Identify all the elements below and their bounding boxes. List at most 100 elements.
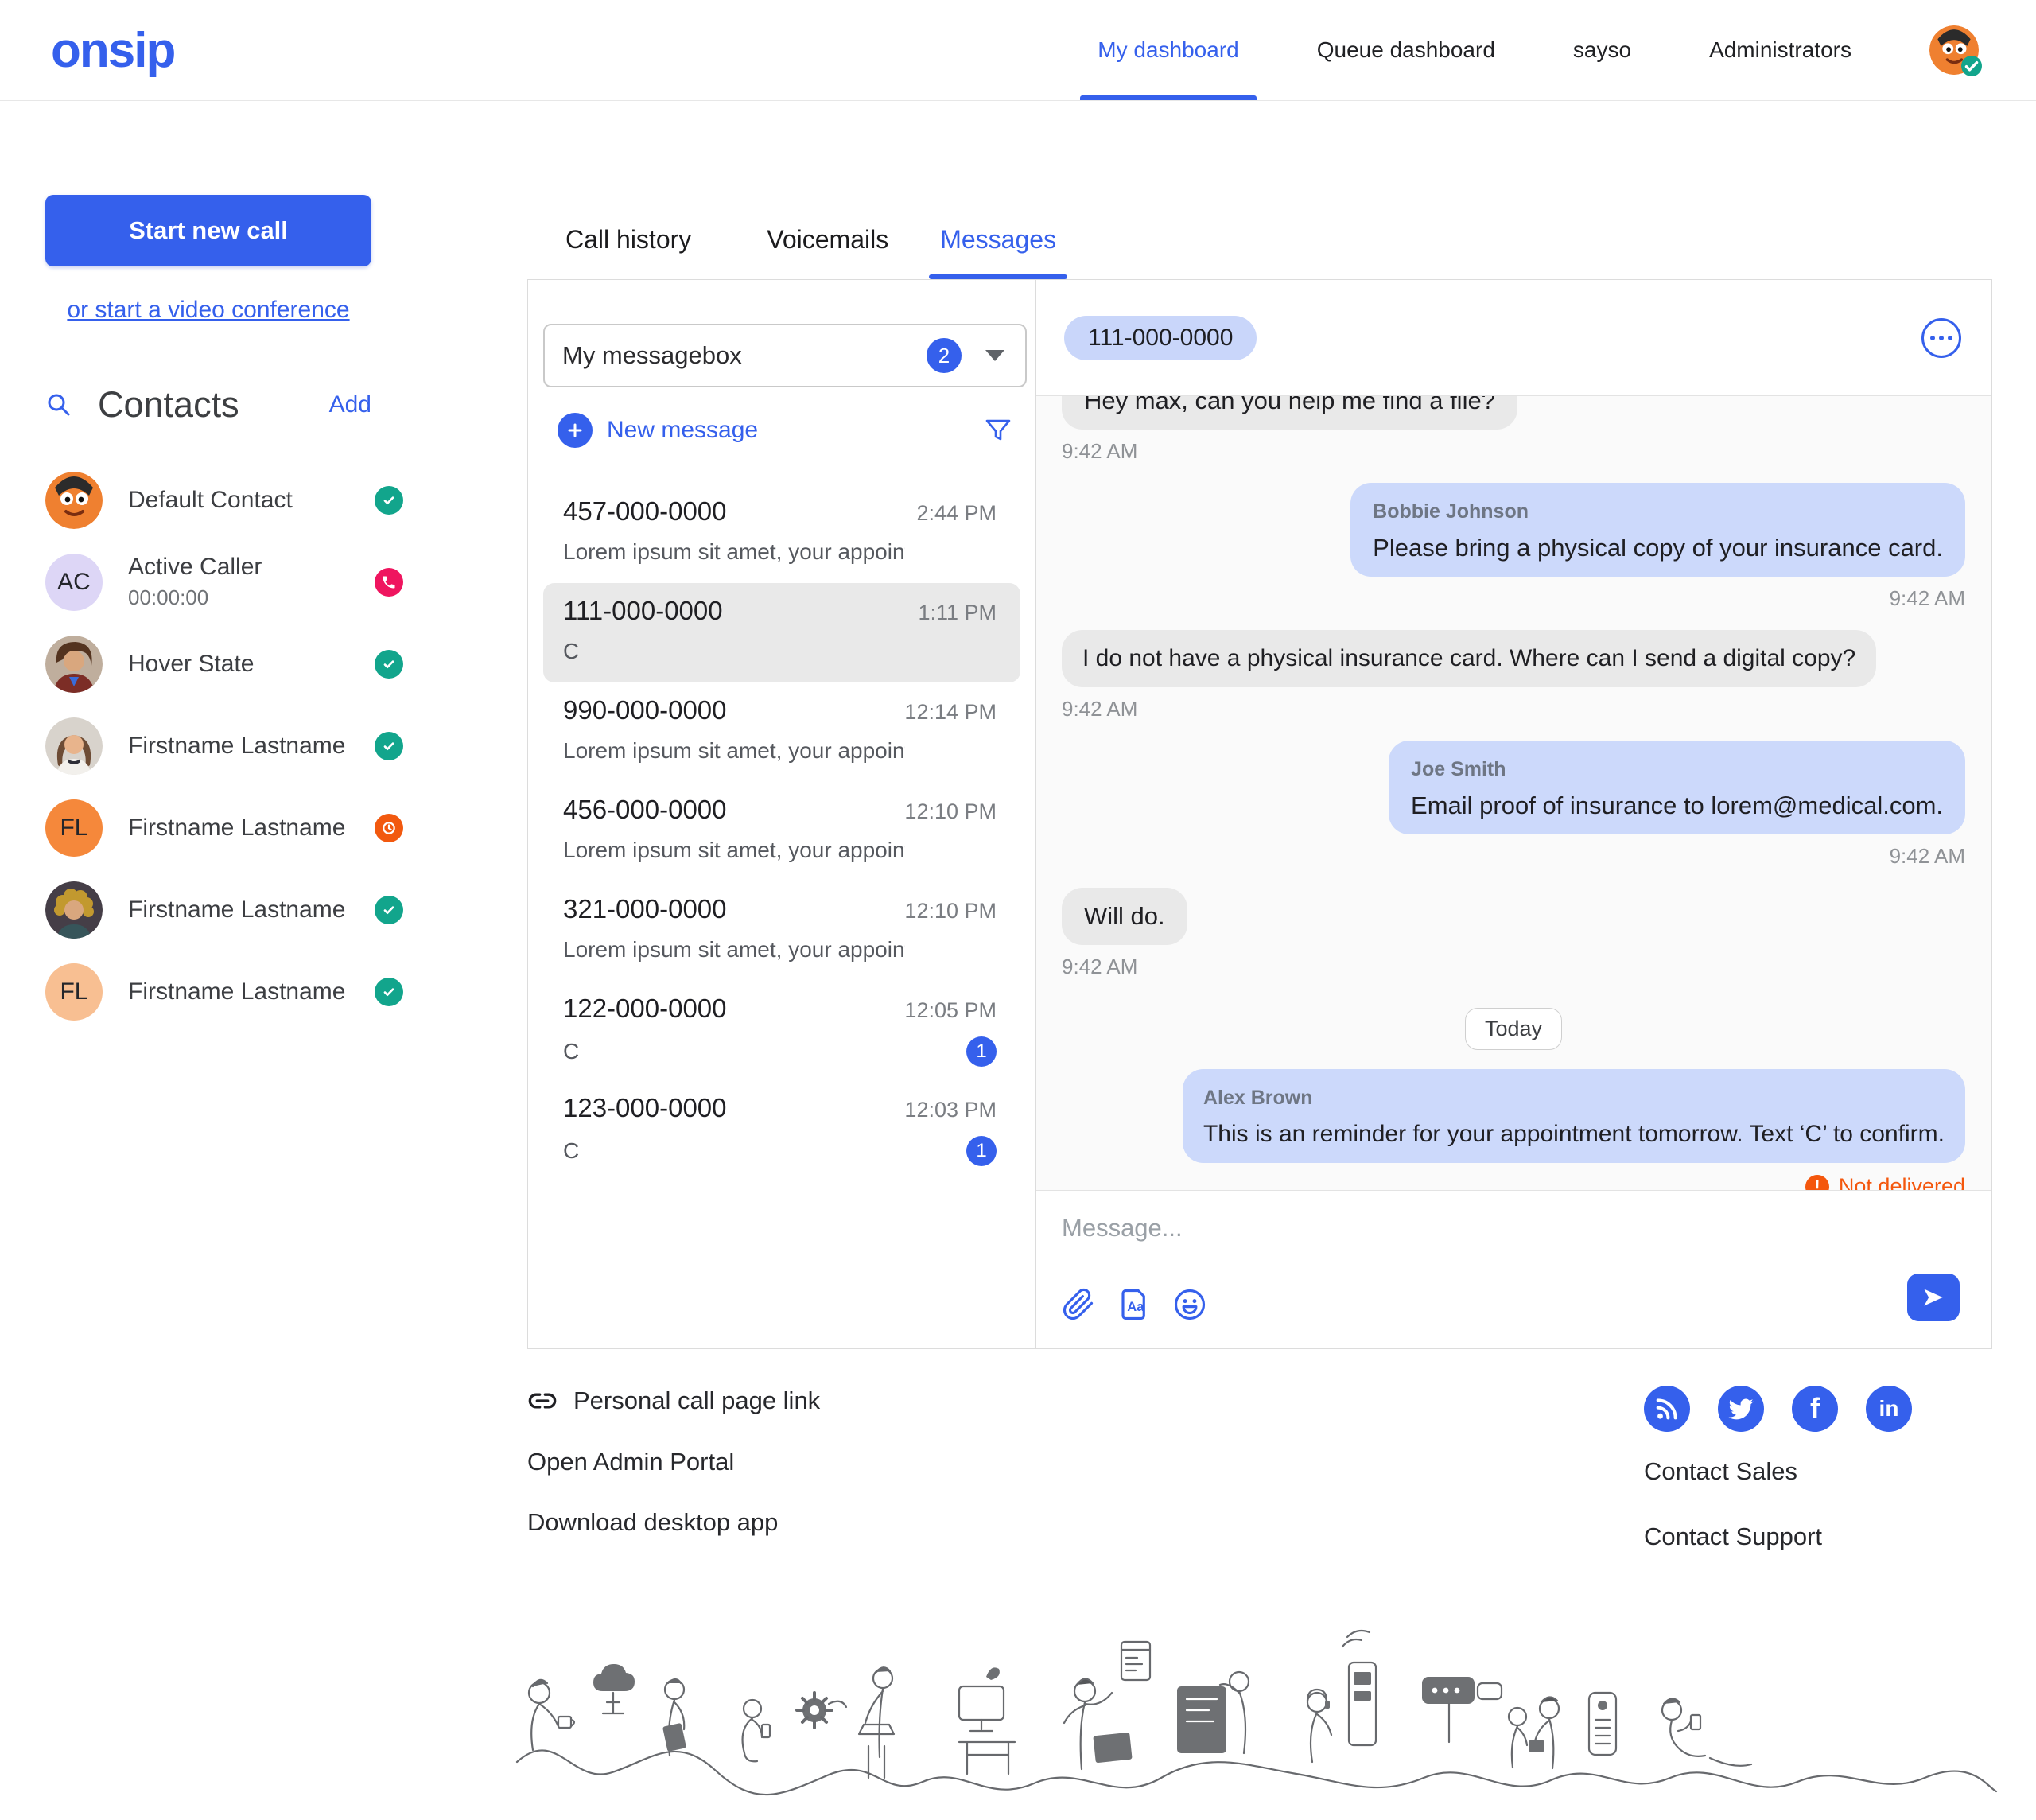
new-message-button[interactable]: New message bbox=[607, 417, 759, 443]
messagebox-selector[interactable]: My messagebox 2 bbox=[543, 324, 1027, 387]
personal-call-page-link[interactable]: Personal call page link bbox=[527, 1386, 820, 1416]
link-icon bbox=[528, 1393, 557, 1409]
check-icon bbox=[1964, 60, 1979, 72]
open-admin-portal-link[interactable]: Open Admin Portal bbox=[527, 1448, 820, 1476]
status-available-icon bbox=[375, 977, 403, 1006]
contact-default-contact[interactable]: Default Contact bbox=[45, 459, 403, 541]
message-bubble: Bobbie Johnson Please bring a physical c… bbox=[1350, 483, 1965, 577]
message-history[interactable]: Hey max, can you help me find a file? 9:… bbox=[1036, 396, 1991, 1190]
thread-number: 990-000-0000 bbox=[563, 695, 727, 725]
conversation-title-chip: 111-000-0000 bbox=[1064, 315, 1257, 360]
contacts-header: Contacts Add bbox=[45, 384, 371, 426]
facebook-icon[interactable]: f bbox=[1792, 1386, 1838, 1432]
attach-icon[interactable] bbox=[1062, 1288, 1095, 1321]
filter-icon[interactable] bbox=[985, 417, 1012, 444]
start-new-call-button[interactable]: Start new call bbox=[45, 195, 371, 266]
delivery-status: ! Not delivered bbox=[1062, 1174, 1965, 1190]
facebook-glyph: f bbox=[1810, 1392, 1820, 1425]
message-sender: Alex Brown bbox=[1203, 1087, 1313, 1109]
thread-time: 12:10 PM bbox=[904, 799, 997, 823]
tab-call-history[interactable]: Call history bbox=[565, 225, 692, 254]
thread-row[interactable]: 123-000-0000 12:03 PM C 1 bbox=[528, 1080, 1035, 1180]
new-message-row: New message bbox=[558, 408, 1012, 453]
nav-my-dashboard[interactable]: My dashboard bbox=[1080, 0, 1257, 100]
composer-tools: Aa bbox=[1062, 1288, 1206, 1321]
message-timestamp: 9:42 AM bbox=[1062, 955, 1138, 978]
message-outgoing: Joe Smith Email proof of insurance to lo… bbox=[1062, 741, 1965, 834]
thread-row[interactable]: 990-000-0000 12:14 PM Lorem ipsum sit am… bbox=[528, 682, 1035, 782]
message-timestamp: 9:42 AM bbox=[1062, 697, 1138, 721]
search-icon[interactable] bbox=[45, 391, 72, 418]
message-bubble: Joe Smith Email proof of insurance to lo… bbox=[1389, 741, 1965, 834]
thread-row[interactable]: 457-000-0000 2:44 PM Lorem ipsum sit ame… bbox=[528, 484, 1035, 583]
thread-row[interactable]: 321-000-0000 12:10 PM Lorem ipsum sit am… bbox=[528, 881, 1035, 981]
contact-firstname-lastname-2[interactable]: FL Firstname Lastname bbox=[45, 787, 403, 869]
avatar-initials: FL bbox=[45, 962, 103, 1021]
contact-firstname-lastname-1[interactable]: Firstname Lastname bbox=[45, 705, 403, 787]
tab-messages[interactable]: Messages bbox=[929, 225, 1067, 279]
contact-support-link[interactable]: Contact Support bbox=[1644, 1522, 1823, 1550]
conversation-header: 111-000-0000 bbox=[1036, 280, 1991, 396]
contact-sales-link[interactable]: Contact Sales bbox=[1644, 1457, 1797, 1485]
thread-preview: C bbox=[563, 1039, 580, 1064]
footer-link-label: Open Admin Portal bbox=[527, 1448, 735, 1476]
thread-time: 12:10 PM bbox=[904, 899, 997, 923]
thread-preview: C bbox=[563, 639, 580, 663]
rss-icon[interactable] bbox=[1644, 1386, 1690, 1432]
thread-row-selected[interactable]: 111-000-0000 1:11 PM C bbox=[543, 583, 1020, 682]
nav-queue-dashboard[interactable]: Queue dashboard bbox=[1316, 37, 1495, 62]
message-timestamp: 9:42 AM bbox=[1889, 844, 1965, 868]
status-away-icon bbox=[375, 813, 403, 842]
contact-name: Firstname Lastname bbox=[128, 814, 346, 841]
top-navigation-bar: onsip My dashboard Queue dashboard sayso… bbox=[0, 0, 2036, 101]
message-text: This is an reminder for your appointment… bbox=[1203, 1121, 1945, 1147]
onsip-logo[interactable]: onsip bbox=[51, 22, 176, 78]
download-desktop-app-link[interactable]: Download desktop app bbox=[527, 1508, 820, 1537]
plus-icon[interactable] bbox=[558, 413, 593, 448]
linkedin-icon[interactable]: in bbox=[1866, 1386, 1912, 1432]
nav-sayso[interactable]: sayso bbox=[1572, 37, 1632, 62]
contacts-title: Contacts bbox=[98, 384, 239, 425]
contact-hover-state[interactable]: Hover State bbox=[45, 623, 403, 705]
send-icon bbox=[1924, 1289, 1943, 1306]
start-video-conference-link[interactable]: or start a video conference bbox=[67, 297, 350, 323]
avatar-initials: AC bbox=[45, 553, 103, 611]
thread-time: 1:11 PM bbox=[918, 601, 997, 624]
thread-row[interactable]: 456-000-0000 12:10 PM Lorem ipsum sit am… bbox=[528, 782, 1035, 881]
message-bubble: Will do. bbox=[1062, 888, 1187, 945]
ellipsis-icon[interactable] bbox=[1921, 317, 1961, 358]
conversation-pane: 111-000-0000 Hey max, can you help me fi… bbox=[1036, 280, 1991, 1348]
add-contact-button[interactable]: Add bbox=[328, 391, 371, 418]
tab-voicemails[interactable]: Voicemails bbox=[767, 225, 889, 254]
message-bubble: Alex Brown This is an reminder for your … bbox=[1182, 1069, 1965, 1163]
status-available-icon bbox=[375, 649, 403, 679]
message-composer: Aa bbox=[1036, 1190, 1991, 1348]
message-outgoing: Bobbie Johnson Please bring a physical c… bbox=[1062, 483, 1965, 577]
thread-time: 12:14 PM bbox=[904, 700, 997, 724]
contact-active-caller[interactable]: AC Active Caller 00:00:00 bbox=[45, 541, 403, 623]
contact-firstname-lastname-3[interactable]: Firstname Lastname bbox=[45, 869, 403, 951]
mascot-avatar-image bbox=[1929, 25, 1979, 75]
message-incoming: Will do. bbox=[1062, 888, 1965, 945]
send-button[interactable] bbox=[1907, 1274, 1960, 1321]
messagebox-unread-badge: 2 bbox=[927, 338, 962, 373]
user-avatar[interactable] bbox=[1929, 25, 1982, 76]
message-incoming: I do not have a physical insurance card.… bbox=[1062, 630, 1965, 687]
thread-number: 457-000-0000 bbox=[563, 496, 727, 526]
day-divider-label: Today bbox=[1464, 1008, 1563, 1050]
emoji-icon[interactable] bbox=[1173, 1288, 1206, 1321]
nav-administrators[interactable]: Administrators bbox=[1709, 37, 1851, 62]
contact-firstname-lastname-4[interactable]: FL Firstname Lastname bbox=[45, 951, 403, 1032]
thread-row[interactable]: 122-000-0000 12:05 PM C 1 bbox=[528, 981, 1035, 1080]
status-on-call-icon bbox=[375, 567, 403, 597]
message-timestamp: 9:42 AM bbox=[1889, 586, 1965, 610]
svg-text:Aa: Aa bbox=[1127, 1299, 1144, 1314]
thread-number: 123-000-0000 bbox=[563, 1093, 727, 1122]
twitter-icon[interactable] bbox=[1718, 1386, 1764, 1432]
thread-preview: C bbox=[563, 1138, 580, 1163]
unread-count-badge: 1 bbox=[966, 1136, 997, 1166]
template-icon[interactable]: Aa bbox=[1117, 1288, 1151, 1321]
contact-name: Firstname Lastname bbox=[128, 896, 346, 923]
message-input[interactable] bbox=[1062, 1208, 1857, 1248]
message-bubble: I do not have a physical insurance card.… bbox=[1062, 630, 1877, 687]
